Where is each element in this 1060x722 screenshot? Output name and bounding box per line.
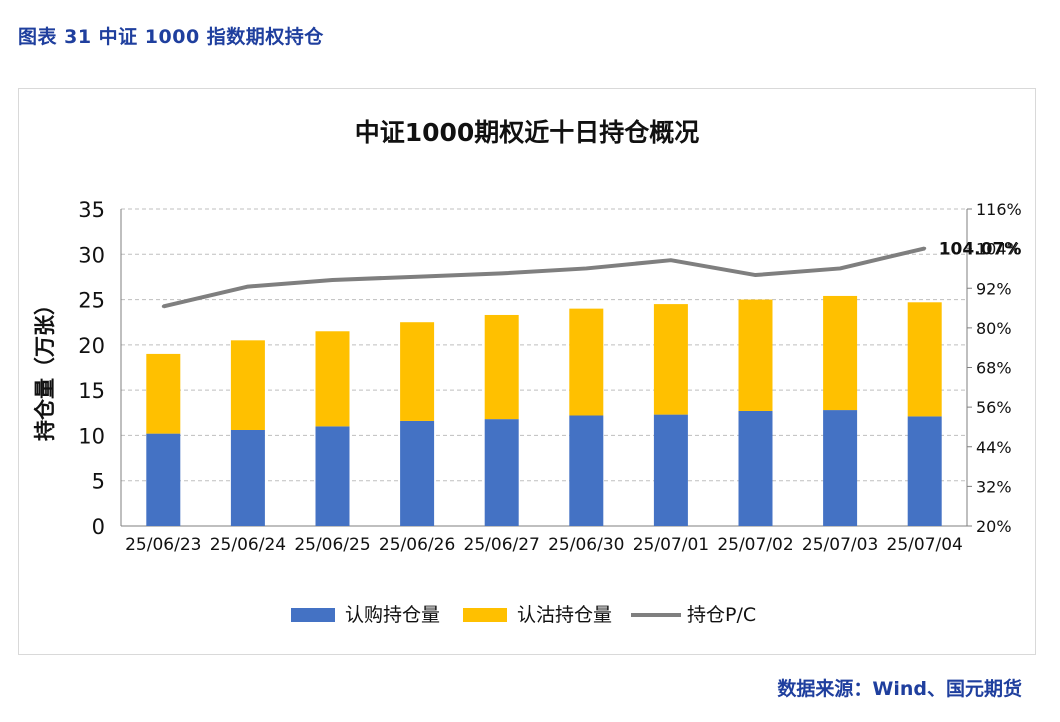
pc-point [500,271,504,275]
bar-call [230,429,265,526]
x-tick-label: 25/07/01 [633,535,709,555]
bar-put [907,302,942,417]
source-note: 数据来源：Wind、国元期货 [777,678,1022,700]
y-axis-label: 持仓量（万张） [33,294,57,441]
y-tick-label: 0 [92,515,105,539]
y-tick-label: 15 [78,379,105,403]
y2-tick-label: 56% [976,398,1012,417]
pc-point [161,304,165,308]
chart-frame: 中证1000期权近十日持仓概况 0 5 10 15 20 25 30 35 20% 32% 44% 56… [18,88,1036,655]
y-tick-label: 30 [78,243,105,267]
y2-tick-label: 104% [976,240,1022,259]
y2-tick-label: 44% [976,438,1012,457]
bar-call [146,433,181,526]
x-tick-label: 25/06/24 [210,535,286,555]
bar-call [738,410,773,526]
pc-point [838,266,842,270]
pc-point [754,273,757,277]
y2-tick-label: 80% [976,319,1012,338]
pc-point [923,246,927,250]
x-tick-label: 25/06/30 [548,535,624,555]
pc-point [331,278,334,282]
y2-tick-label: 116% [976,200,1022,219]
y2-tick-label: 92% [976,279,1012,298]
legend-label-call: 认购持仓量 [345,604,440,626]
chart-title: 中证1000期权近十日持仓概况 [355,118,700,147]
legend-label-put: 认沽持仓量 [517,604,612,626]
bar-call [653,414,688,526]
x-tick-label: 25/07/02 [717,535,793,555]
x-tick-label: 25/06/23 [125,535,201,555]
bar-put [569,308,604,416]
bar-put [484,314,519,420]
bar-put [823,295,858,411]
bar-call [823,410,858,526]
bar-put [230,340,265,430]
pc-point [584,266,588,270]
bar-call [315,426,350,526]
y-tick-label: 5 [92,470,105,494]
legend-label-pc: 持仓P/C [687,604,756,626]
x-tick-label: 25/07/04 [887,535,963,555]
pc-point [415,275,419,279]
y2-tick-label: 32% [976,477,1012,496]
bar-put [653,304,688,415]
chart-svg: 中证1000期权近十日持仓概况 0 5 10 15 20 25 30 35 20% 32% 44% 56… [33,118,1022,626]
bar-call [907,416,942,526]
y2-tick-label: 20% [976,517,1012,536]
bar-put [315,331,350,427]
legend-swatch-call [291,608,335,622]
y2-tick-label: 68% [976,359,1012,378]
pc-line [162,246,926,309]
y-tick-label: 10 [78,424,105,448]
x-tick-label: 25/06/26 [379,535,455,555]
bar-put [738,299,773,411]
figure-caption: 图表 31 中证 1000 指数期权持仓 [18,26,324,48]
bar-call [484,419,519,526]
x-tick-label: 25/06/25 [294,535,370,555]
x-tick-label: 25/07/03 [802,535,878,555]
bar-call [400,420,435,526]
y-tick-label: 35 [78,198,105,222]
y-tick-label: 20 [78,334,105,358]
bar-put [400,322,435,421]
y-tick-label: 25 [78,289,105,313]
x-tick-label: 25/06/27 [464,535,540,555]
bar-put [146,353,181,434]
pc-annotation: 104.07% [939,239,1022,259]
bar-call [569,415,604,526]
pc-point [669,258,673,262]
pc-point [246,285,250,289]
legend-swatch-put [463,608,507,622]
